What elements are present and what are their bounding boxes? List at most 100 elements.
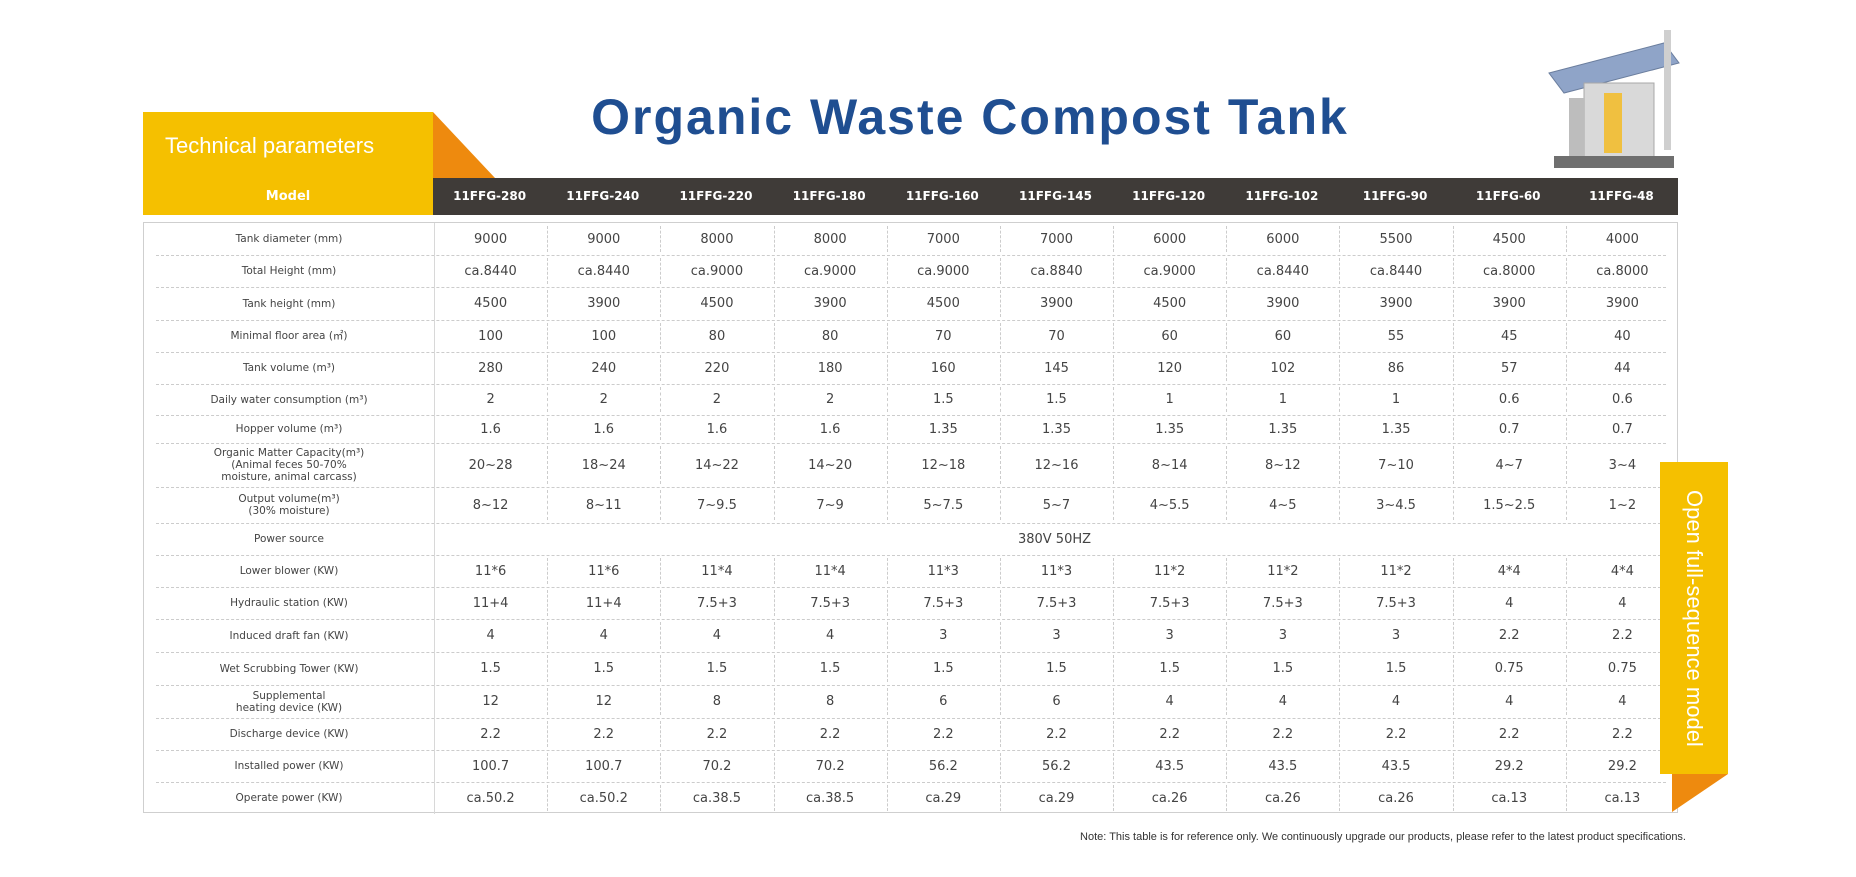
col-divider — [1339, 387, 1341, 412]
col-divider — [773, 323, 775, 349]
col-divider — [1226, 387, 1228, 412]
col-divider — [1226, 446, 1228, 484]
cell: 0.75 — [1607, 661, 1637, 676]
cell: 3 — [1165, 628, 1174, 643]
cell: 4 — [1618, 694, 1627, 709]
col-divider — [1339, 558, 1341, 584]
cell: 14~20 — [808, 457, 853, 473]
row-label: Minimal floor area (㎡) — [144, 320, 434, 352]
tank-image — [1548, 30, 1680, 168]
col-divider — [999, 258, 1001, 284]
col-divider — [547, 355, 549, 381]
cell: 1.5 — [1046, 392, 1067, 407]
cell: 4 — [1505, 694, 1514, 709]
cell: 70.2 — [702, 758, 732, 774]
row-divider — [156, 320, 1666, 321]
cell: 2.2 — [706, 726, 728, 742]
col-divider — [1339, 785, 1341, 811]
col-divider — [886, 355, 888, 381]
model-name: 11FFG-48 — [1589, 189, 1654, 203]
cell: 1.6 — [593, 421, 615, 437]
cell: 43.5 — [1381, 758, 1411, 774]
cell: 3~4 — [1608, 457, 1637, 473]
label-line: Daily water consumption (m³) — [210, 393, 368, 406]
row-divider — [156, 652, 1666, 653]
col-divider — [886, 258, 888, 284]
col-divider — [999, 490, 1001, 520]
row-label: Daily water consumption (m³) — [144, 384, 434, 415]
col-divider — [1226, 688, 1228, 715]
cell: 29.2 — [1607, 758, 1637, 774]
cell: ca.29 — [1038, 790, 1075, 806]
col-divider — [660, 688, 662, 715]
cell: 11*4 — [814, 563, 846, 579]
cell: 8~12 — [472, 497, 509, 513]
cell: 1.35 — [1381, 421, 1411, 437]
model-name: 11FFG-220 — [679, 189, 753, 203]
cell: 12 — [595, 694, 613, 709]
col-divider — [1565, 590, 1567, 616]
col-divider — [886, 323, 888, 349]
label-line: Installed power (KW) — [234, 760, 344, 772]
col-divider — [1226, 558, 1228, 584]
cell: ca.13 — [1491, 790, 1528, 806]
cell: 2.2 — [932, 726, 954, 742]
col-divider — [999, 721, 1001, 747]
col-divider — [999, 226, 1001, 252]
col-divider — [1339, 355, 1341, 381]
title: Organic Waste Compost Tank — [591, 89, 1349, 145]
cell: 12~16 — [1034, 457, 1079, 473]
section-box — [143, 112, 433, 178]
col-divider — [999, 785, 1001, 811]
cell: 2.2 — [1612, 726, 1633, 742]
col-divider — [660, 785, 662, 811]
cell: 7~9.5 — [697, 497, 737, 513]
model-name: 11FFG-180 — [792, 189, 866, 203]
row-divider — [156, 352, 1666, 353]
cell: 0.7 — [1612, 421, 1633, 437]
cell: ca.9000 — [1143, 263, 1196, 279]
col-divider — [773, 258, 775, 284]
col-divider — [547, 721, 549, 747]
col-divider — [773, 290, 775, 317]
cell: 280 — [478, 360, 503, 376]
col-divider — [1113, 753, 1115, 779]
col-divider — [547, 590, 549, 616]
row-label: Organic Matter Capacity(m³) (Animal feces… — [144, 443, 434, 487]
model-label: Model — [143, 178, 433, 215]
cell: 56.2 — [1042, 758, 1071, 774]
col-divider — [1113, 387, 1115, 412]
cell: 2 — [599, 392, 608, 407]
cell: 7~9 — [816, 497, 844, 513]
col-divider — [999, 323, 1001, 349]
cell: 2.2 — [480, 726, 501, 742]
cell: 3900 — [1605, 296, 1639, 311]
col-divider — [547, 753, 549, 779]
col-divider — [660, 655, 662, 682]
label-line: Wet Scrubbing Tower (KW) — [219, 662, 359, 675]
cell: 2.2 — [1046, 726, 1067, 742]
cell: 3900 — [1266, 296, 1300, 311]
cell: 1.5~2.5 — [1483, 497, 1536, 513]
cell: 40 — [1614, 328, 1631, 344]
cell: 3900 — [1039, 296, 1074, 311]
row-divider — [156, 718, 1666, 719]
col-divider — [1339, 721, 1341, 747]
row-divider — [156, 415, 1666, 416]
col-divider — [1339, 753, 1341, 779]
cell: 1.6 — [480, 421, 501, 437]
col-divider — [1226, 418, 1228, 440]
col-divider — [773, 387, 775, 412]
cell: 8~12 — [1264, 457, 1301, 473]
cell: 5500 — [1379, 231, 1413, 247]
col-divider — [1339, 226, 1341, 252]
col-divider — [1565, 490, 1567, 520]
col-divider — [1339, 622, 1341, 649]
cell: ca.8440 — [577, 263, 630, 279]
col-divider — [1339, 258, 1341, 284]
col-divider — [886, 418, 888, 440]
col-divider — [660, 323, 662, 349]
col-divider — [660, 418, 662, 440]
cell: 100.7 — [585, 758, 623, 774]
cell: 4 — [486, 628, 495, 643]
